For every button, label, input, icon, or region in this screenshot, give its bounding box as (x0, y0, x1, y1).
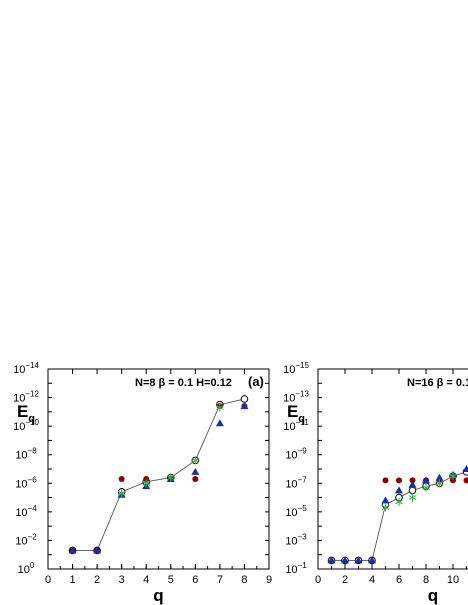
plot-area (327, 465, 468, 565)
open-circle-point (240, 395, 249, 403)
x-tick-label: 3 (119, 574, 125, 586)
triangle-point (354, 556, 363, 564)
star-point (422, 483, 430, 492)
y-tick-label: 10−7 (285, 475, 307, 490)
plot-frame (47, 368, 270, 570)
panel-label: (a) (248, 374, 264, 389)
triangle-point (341, 556, 349, 564)
filled-circle-point (396, 477, 402, 484)
filled-circle-point (409, 477, 416, 484)
plot-area (68, 395, 249, 555)
x-tick-label: 7 (217, 574, 223, 586)
x-tick-label: 0 (45, 574, 51, 586)
y-tick-label: 10−2 (15, 532, 37, 547)
triangle-point (408, 480, 417, 488)
star-point (435, 479, 444, 488)
star-point (381, 503, 390, 512)
x-tick-label: 4 (369, 574, 375, 586)
x-tick-label: 8 (241, 574, 247, 586)
triangle-point (435, 473, 444, 481)
star-point (142, 479, 150, 488)
star-point (191, 456, 200, 465)
triangle-point (422, 476, 430, 484)
y-tick-label: 10−14 (13, 361, 39, 376)
triangle-point (215, 419, 224, 427)
y-tick-label: 10−11 (283, 418, 309, 433)
y-tick-label: 10−9 (285, 447, 307, 462)
star-point (395, 497, 403, 506)
y-tick-label: 10−3 (285, 532, 307, 547)
triangle-point (191, 467, 200, 475)
star-point (449, 472, 457, 481)
x-tick-label: 9 (266, 574, 272, 586)
parameter-annotation: N=16 β = 0.1 (407, 377, 468, 389)
triangle-point (68, 546, 77, 554)
y-tick-label: 10−8 (15, 447, 37, 462)
y-tick-label: 10−12 (13, 390, 39, 405)
x-tick-label: 0 (315, 574, 321, 586)
filled-circle-point (192, 476, 199, 482)
x-tick-label: 2 (342, 574, 348, 586)
y-tick-label: 10−15 (283, 361, 309, 376)
star-point (216, 403, 224, 412)
x-tick-label: 6 (396, 574, 402, 586)
x-tick-label: 1 (69, 574, 75, 586)
star-point (408, 493, 417, 502)
filled-circle-point (143, 476, 150, 482)
x-tick-label: 8 (423, 574, 429, 586)
x-tick-label: 6 (192, 574, 198, 586)
star-point (117, 489, 126, 498)
y-tick-label: 10−6 (15, 475, 37, 490)
parameter-annotation: N=8 β = 0.1 H=0.12 (135, 377, 232, 389)
triangle-point (381, 496, 390, 504)
y-tick-label: 10−4 (15, 504, 37, 519)
panel-a: 0 1 2 3 4 5 6 7 8 9 100 10−2 10−4 10−6 10−8 10−10 10−12 1… (13, 361, 272, 605)
panel-b: 0 2 4 6 8 10 10−1 10−3 10−5 10−7 10−9 10−11 10−13 10−… (283, 361, 468, 605)
y-tick-label: 10−10 (13, 418, 39, 433)
x-axis-label: q (153, 586, 163, 605)
filled-circle-point (450, 477, 456, 484)
triangle-point (93, 546, 102, 554)
triangle-point (462, 465, 468, 472)
triangle-point (395, 486, 403, 494)
star-point (167, 473, 175, 482)
filled-circle-point (463, 477, 468, 484)
filled-circle-point (118, 476, 125, 482)
x-tick-label: 4 (143, 574, 149, 586)
series-line (72, 398, 245, 551)
triangle-point (327, 556, 336, 564)
y-tick-label: 10−13 (283, 390, 309, 405)
open-circle-point (408, 486, 417, 495)
x-tick-label: 10 (447, 574, 459, 586)
x-tick-label: 2 (94, 574, 100, 586)
x-axis-label: q (428, 586, 438, 605)
plot-frame (317, 368, 468, 570)
x-tick-label: 5 (168, 574, 174, 586)
y-tick-label: 10−5 (285, 504, 307, 519)
y-tick-label: 10−1 (285, 561, 307, 576)
y-tick-label: 100 (18, 561, 35, 576)
triangle-point (368, 556, 376, 564)
filled-circle-point (382, 477, 389, 484)
triangle-point (240, 402, 249, 410)
